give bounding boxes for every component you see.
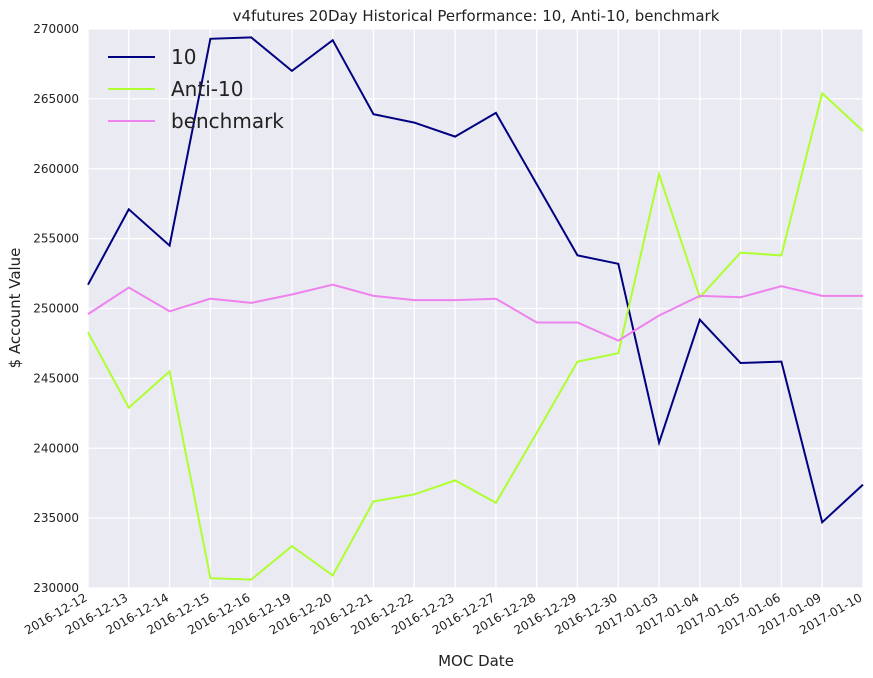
y-tick-label: 270000 <box>33 22 79 36</box>
x-axis-ticks: 2016-12-122016-12-132016-12-142016-12-15… <box>22 590 864 637</box>
y-tick-label: 240000 <box>33 441 79 455</box>
legend-label: Anti-10 <box>171 77 243 101</box>
legend-label: benchmark <box>171 109 284 133</box>
chart-title: v4futures 20Day Historical Performance: … <box>233 7 720 25</box>
y-tick-label: 265000 <box>33 92 79 106</box>
series-line-anti-10 <box>87 91 864 581</box>
series-line-10 <box>87 36 864 525</box>
legend: 10 Anti-10 benchmark <box>108 45 284 133</box>
y-tick-label: 235000 <box>33 511 79 525</box>
y-axis-ticks: 230000 235000 240000 245000 250000 255000 2600… <box>33 22 79 595</box>
legend-label: 10 <box>171 45 196 69</box>
series-lines <box>87 36 864 581</box>
y-axis-title: $ Account Value <box>6 248 24 369</box>
series-line-benchmark <box>87 283 863 342</box>
y-tick-label: 260000 <box>33 162 79 176</box>
y-tick-label: 245000 <box>33 371 79 385</box>
y-tick-label: 255000 <box>33 232 79 246</box>
y-tick-label: 230000 <box>33 581 79 595</box>
x-axis-title: MOC Date <box>438 652 514 670</box>
y-tick-label: 250000 <box>33 302 79 316</box>
grid-lines <box>87 28 864 589</box>
